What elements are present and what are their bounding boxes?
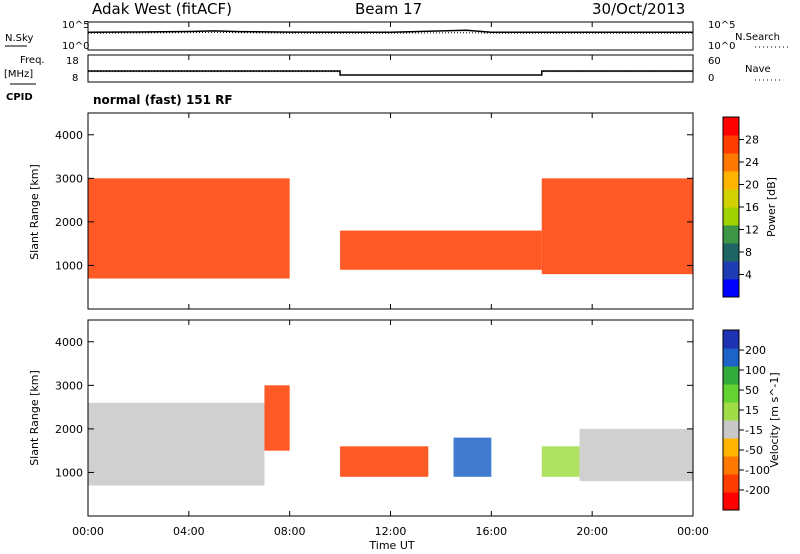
colorbar-swatch bbox=[723, 402, 739, 421]
x-tick-label: 12:00 bbox=[375, 525, 407, 538]
colorbar-swatch bbox=[723, 474, 739, 493]
time-xlabel: Time UT bbox=[368, 539, 414, 552]
velocity-panel: 1000 2000 3000 4000 Slant Range [km] bbox=[28, 319, 694, 517]
colorbar-tick-label: 20 bbox=[745, 179, 759, 192]
nave-label: Nave bbox=[745, 64, 771, 75]
colorbar-tick-label: 50 bbox=[745, 384, 759, 397]
colorbar-swatch bbox=[723, 384, 739, 403]
power-y-ticks: 1000 2000 3000 4000 bbox=[55, 129, 693, 272]
velocity-y-ticks: 1000 2000 3000 4000 bbox=[55, 336, 693, 479]
colorbar-swatch bbox=[723, 243, 739, 262]
date-title: 30/Oct/2013 bbox=[592, 0, 685, 18]
power-colorbar-label: Power [dB] bbox=[765, 177, 778, 237]
nave-series bbox=[88, 71, 693, 76]
station-title: Adak West (fitACF) bbox=[92, 0, 232, 18]
echo-region-2 bbox=[541, 178, 693, 275]
colorbar-tick-label: 100 bbox=[745, 364, 766, 377]
y-tick-label: 2000 bbox=[55, 423, 83, 436]
nave-tick-top: 60 bbox=[708, 56, 721, 67]
colorbar-swatch bbox=[723, 225, 739, 244]
colorbar-swatch bbox=[723, 438, 739, 457]
colorbar-swatch bbox=[723, 171, 739, 190]
nsearch-series bbox=[87, 31, 693, 34]
colorbar-swatch bbox=[723, 207, 739, 226]
colorbar-tick-label: -50 bbox=[745, 444, 763, 457]
colorbar-tick-label: 200 bbox=[745, 344, 766, 357]
echo-region-3 bbox=[453, 437, 492, 477]
power-ylabel: Slant Range [km] bbox=[28, 164, 41, 260]
velocity-colorbar-label: Velocity [m s^-1] bbox=[768, 372, 781, 467]
freq-tick-top: 18 bbox=[66, 56, 79, 67]
colorbar-swatch bbox=[723, 189, 739, 208]
colorbar-swatch bbox=[723, 492, 739, 511]
colorbar-swatch bbox=[723, 330, 739, 349]
y-tick-label: 4000 bbox=[55, 336, 83, 349]
freq-panel: Freq. [MHz] 18 8 60 0 Nave CPID normal (… bbox=[4, 54, 780, 107]
nsky-series bbox=[87, 29, 693, 34]
colorbar-tick-label: 28 bbox=[745, 134, 759, 147]
cpid-label: CPID bbox=[6, 92, 33, 103]
echo-region-0 bbox=[88, 402, 265, 486]
colorbar-swatch bbox=[723, 348, 739, 367]
echo-region-4 bbox=[541, 446, 580, 477]
colorbar-swatch bbox=[723, 279, 739, 298]
colorbar-swatch bbox=[723, 135, 739, 154]
nsearch-label: N.Search bbox=[735, 32, 780, 43]
x-tick-label: 00:00 bbox=[72, 525, 104, 538]
velocity-echo-cells bbox=[88, 385, 693, 486]
colorbar-swatch bbox=[723, 456, 739, 475]
freq-label: Freq. bbox=[20, 55, 45, 66]
colorbar-swatch bbox=[723, 117, 739, 136]
noise-tick-right-top: 10^5 bbox=[708, 20, 735, 31]
power-echo-cells bbox=[88, 178, 693, 279]
freq-unit-label: [MHz] bbox=[4, 69, 33, 80]
echo-region-5 bbox=[579, 428, 693, 482]
echo-region-2 bbox=[340, 446, 429, 477]
colorbar-swatch bbox=[723, 420, 739, 439]
x-tick-label: 00:00 bbox=[677, 525, 709, 538]
colorbar-tick-label: -15 bbox=[745, 424, 763, 437]
noise-tick-left-top: 10^5 bbox=[62, 20, 89, 31]
velocity-colorbar: Velocity [m s^-1] 200 100 50 15 -15 -50 -100 -2… bbox=[722, 329, 781, 511]
colorbar-swatch bbox=[723, 153, 739, 172]
freq-series bbox=[88, 70, 693, 76]
nave-tick-bottom: 0 bbox=[708, 73, 714, 84]
x-tick-label: 04:00 bbox=[173, 525, 205, 538]
beam-title: Beam 17 bbox=[355, 0, 422, 18]
colorbar-tick-label: 16 bbox=[745, 201, 759, 214]
noise-tick-left-bottom: 10^0 bbox=[62, 41, 89, 52]
x-tick-label: 20:00 bbox=[576, 525, 608, 538]
y-tick-label: 2000 bbox=[55, 216, 83, 229]
noise-panel: N.Sky 10^5 10^0 10^5 10^0 N.Search bbox=[5, 20, 790, 52]
y-tick-label: 4000 bbox=[55, 129, 83, 142]
colorbar-swatch bbox=[723, 366, 739, 385]
y-tick-label: 3000 bbox=[55, 172, 83, 185]
time-x-ticks: 00:00 04:00 08:00 12:00 16:00 20:00 00:00 bbox=[72, 22, 709, 538]
freq-tick-bottom: 8 bbox=[72, 73, 78, 84]
power-colorbar: Power [dB] 28 24 20 16 12 8 4 bbox=[722, 116, 778, 298]
echo-region-0 bbox=[88, 178, 290, 279]
noise-tick-right-bottom: 10^0 bbox=[708, 41, 735, 52]
y-tick-label: 1000 bbox=[55, 259, 83, 272]
echo-region-1 bbox=[340, 230, 542, 270]
colorbar-tick-label: -100 bbox=[745, 464, 770, 477]
nsky-label: N.Sky bbox=[5, 33, 33, 44]
colorbar-tick-label: 4 bbox=[745, 269, 752, 282]
colorbar-tick-label: 15 bbox=[745, 404, 759, 417]
power-panel: 1000 2000 3000 4000 Slant Range [km] bbox=[28, 112, 694, 310]
x-tick-label: 16:00 bbox=[475, 525, 507, 538]
colorbar-tick-label: 12 bbox=[745, 224, 759, 237]
echo-region-1 bbox=[264, 385, 290, 451]
colorbar-tick-label: 8 bbox=[745, 246, 752, 259]
colorbar-tick-label: -200 bbox=[745, 484, 770, 497]
velocity-colorbar-frame bbox=[722, 329, 740, 511]
y-tick-label: 3000 bbox=[55, 379, 83, 392]
velocity-ylabel: Slant Range [km] bbox=[28, 370, 41, 466]
colorbar-swatch bbox=[723, 261, 739, 280]
y-tick-label: 1000 bbox=[55, 466, 83, 479]
cpid-value: normal (fast) 151 RF bbox=[93, 93, 233, 107]
x-tick-label: 08:00 bbox=[274, 525, 306, 538]
colorbar-tick-label: 24 bbox=[745, 156, 759, 169]
